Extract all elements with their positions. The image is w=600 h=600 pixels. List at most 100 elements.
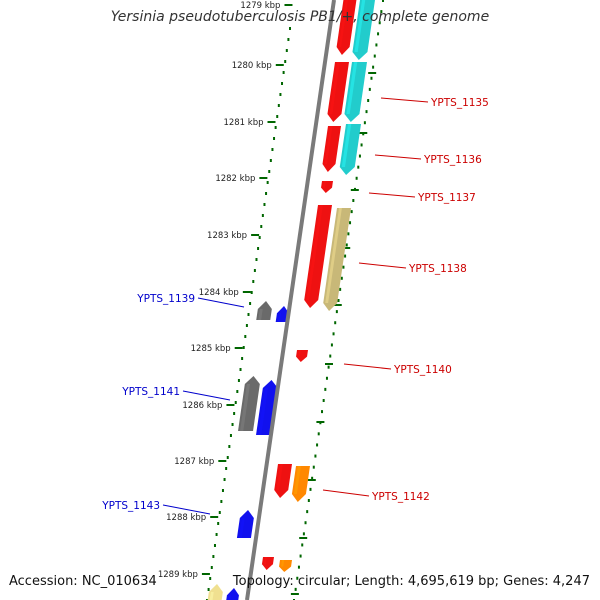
gene-label-ypts_1137[interactable]: YPTS_1137	[368, 192, 476, 204]
track-dot	[304, 521, 307, 525]
track-dot	[209, 577, 212, 580]
track-dot	[297, 565, 300, 569]
scale-tick-label: 1288 kbp	[166, 513, 206, 523]
track-dot	[301, 543, 304, 547]
topology-label: Topology: circular; Length: 4,695,619 bp…	[232, 574, 590, 589]
track-dot	[358, 154, 361, 158]
track-dot	[207, 588, 210, 591]
gene-arrow-red	[321, 181, 333, 193]
track-dot	[307, 499, 310, 502]
scale-tick-label: 1283 kbp	[207, 231, 247, 241]
track-dot	[266, 181, 269, 184]
track-dot	[247, 313, 250, 316]
gene-label-text[interactable]: YPTS_1139	[136, 293, 195, 305]
gene-label-ypts_1138[interactable]: YPTS_1138	[358, 262, 467, 275]
track-dot	[382, 0, 384, 2]
scale-tick-label: 1280 kbp	[232, 61, 272, 71]
gene-label-text[interactable]: YPTS_1137	[417, 192, 476, 204]
track-dot	[265, 192, 268, 195]
track-dot	[244, 335, 247, 338]
gene-label-ypts_1135[interactable]: YPTS_1135	[380, 97, 489, 109]
track-dot	[296, 576, 299, 580]
gene-label-ypts_1142[interactable]: YPTS_1142	[322, 489, 430, 503]
gene-arrow-orange	[291, 466, 310, 502]
track-dot	[321, 410, 324, 414]
gene-label-ypts_1140[interactable]: YPTS_1140	[343, 363, 452, 376]
track-dot	[212, 555, 215, 558]
gene-arrow-red	[296, 350, 308, 362]
track-dot	[245, 324, 248, 327]
track-dot	[329, 354, 332, 358]
track-dot	[213, 544, 216, 547]
scale-ticks: 1279 kbp 1280 kbp 1281 kbp 1282 kbp 1283 kbp…	[158, 1, 377, 595]
track-dot	[380, 10, 383, 14]
track-dot	[327, 365, 330, 369]
genome-backbone	[245, 0, 336, 600]
track-dot	[223, 478, 226, 481]
gene-arrow-blue	[275, 306, 289, 322]
track-dot	[289, 27, 291, 30]
track-dot	[367, 99, 370, 102]
track-dot	[241, 357, 244, 360]
leader-line	[374, 154, 422, 160]
gene-label-ypts_1141[interactable]: YPTS_1141	[121, 386, 231, 401]
track-dot	[255, 258, 258, 261]
track-dot	[281, 82, 284, 85]
leader-line	[182, 390, 231, 401]
track-dot	[225, 467, 228, 470]
track-dot	[276, 115, 279, 118]
track-dot	[378, 21, 381, 25]
gene-label-ypts_1139[interactable]: YPTS_1139	[136, 293, 245, 308]
leader-line	[343, 363, 392, 370]
accession-label: Accession: NC_010634	[9, 574, 157, 589]
gene-label-ypts_1143[interactable]: YPTS_1143	[101, 500, 211, 515]
gene-arrow-red	[336, 0, 357, 55]
track-dot	[252, 280, 255, 283]
track-dot	[260, 225, 263, 228]
gene-label-text[interactable]: YPTS_1138	[408, 263, 467, 275]
gene-label-text[interactable]: YPTS_1142	[371, 491, 430, 503]
track-dot	[340, 276, 343, 280]
track-dot	[287, 38, 290, 41]
gene-arrow-khaki	[323, 208, 351, 311]
gene-label-text[interactable]: YPTS_1136	[423, 154, 482, 166]
track-dot	[285, 49, 288, 52]
track-dot	[228, 445, 231, 448]
track-dot	[220, 500, 223, 503]
track-dot	[215, 533, 218, 536]
track-dot	[339, 287, 342, 291]
track-dot	[322, 399, 325, 402]
track-dot	[355, 176, 358, 180]
track-dot	[317, 432, 320, 436]
track-dot	[347, 232, 350, 236]
track-dot	[261, 214, 264, 217]
genome-title: Yersinia pseudotuberculosis PB1/+, compl…	[110, 9, 490, 25]
dotted-track-left	[206, 27, 291, 600]
track-dot	[316, 443, 319, 447]
track-dot	[311, 476, 314, 480]
track-dot	[253, 269, 256, 272]
track-dot	[306, 510, 309, 514]
gene-label-text[interactable]: YPTS_1143	[101, 500, 160, 512]
track-dot	[324, 387, 327, 391]
track-dot	[257, 247, 260, 250]
track-dot	[282, 71, 285, 74]
gene-label-text[interactable]: YPTS_1135	[430, 97, 489, 109]
gene-features	[207, 0, 375, 600]
track-dot	[325, 376, 328, 380]
gene-label-ypts_1136[interactable]: YPTS_1136	[374, 154, 482, 166]
track-dot	[350, 210, 353, 214]
track-dot	[330, 343, 333, 347]
gene-label-text[interactable]: YPTS_1140	[393, 364, 452, 376]
track-dot	[234, 401, 237, 404]
scale-tick-label: 1286 kbp	[182, 401, 222, 411]
gene-arrow-orange	[279, 560, 292, 572]
track-dot	[284, 60, 287, 63]
track-dot	[334, 321, 337, 325]
track-dot	[221, 489, 224, 492]
gene-label-text[interactable]: YPTS_1141	[121, 386, 180, 398]
gene-arrow-blue	[236, 510, 254, 538]
track-dot	[271, 148, 274, 151]
track-dot	[373, 54, 376, 58]
